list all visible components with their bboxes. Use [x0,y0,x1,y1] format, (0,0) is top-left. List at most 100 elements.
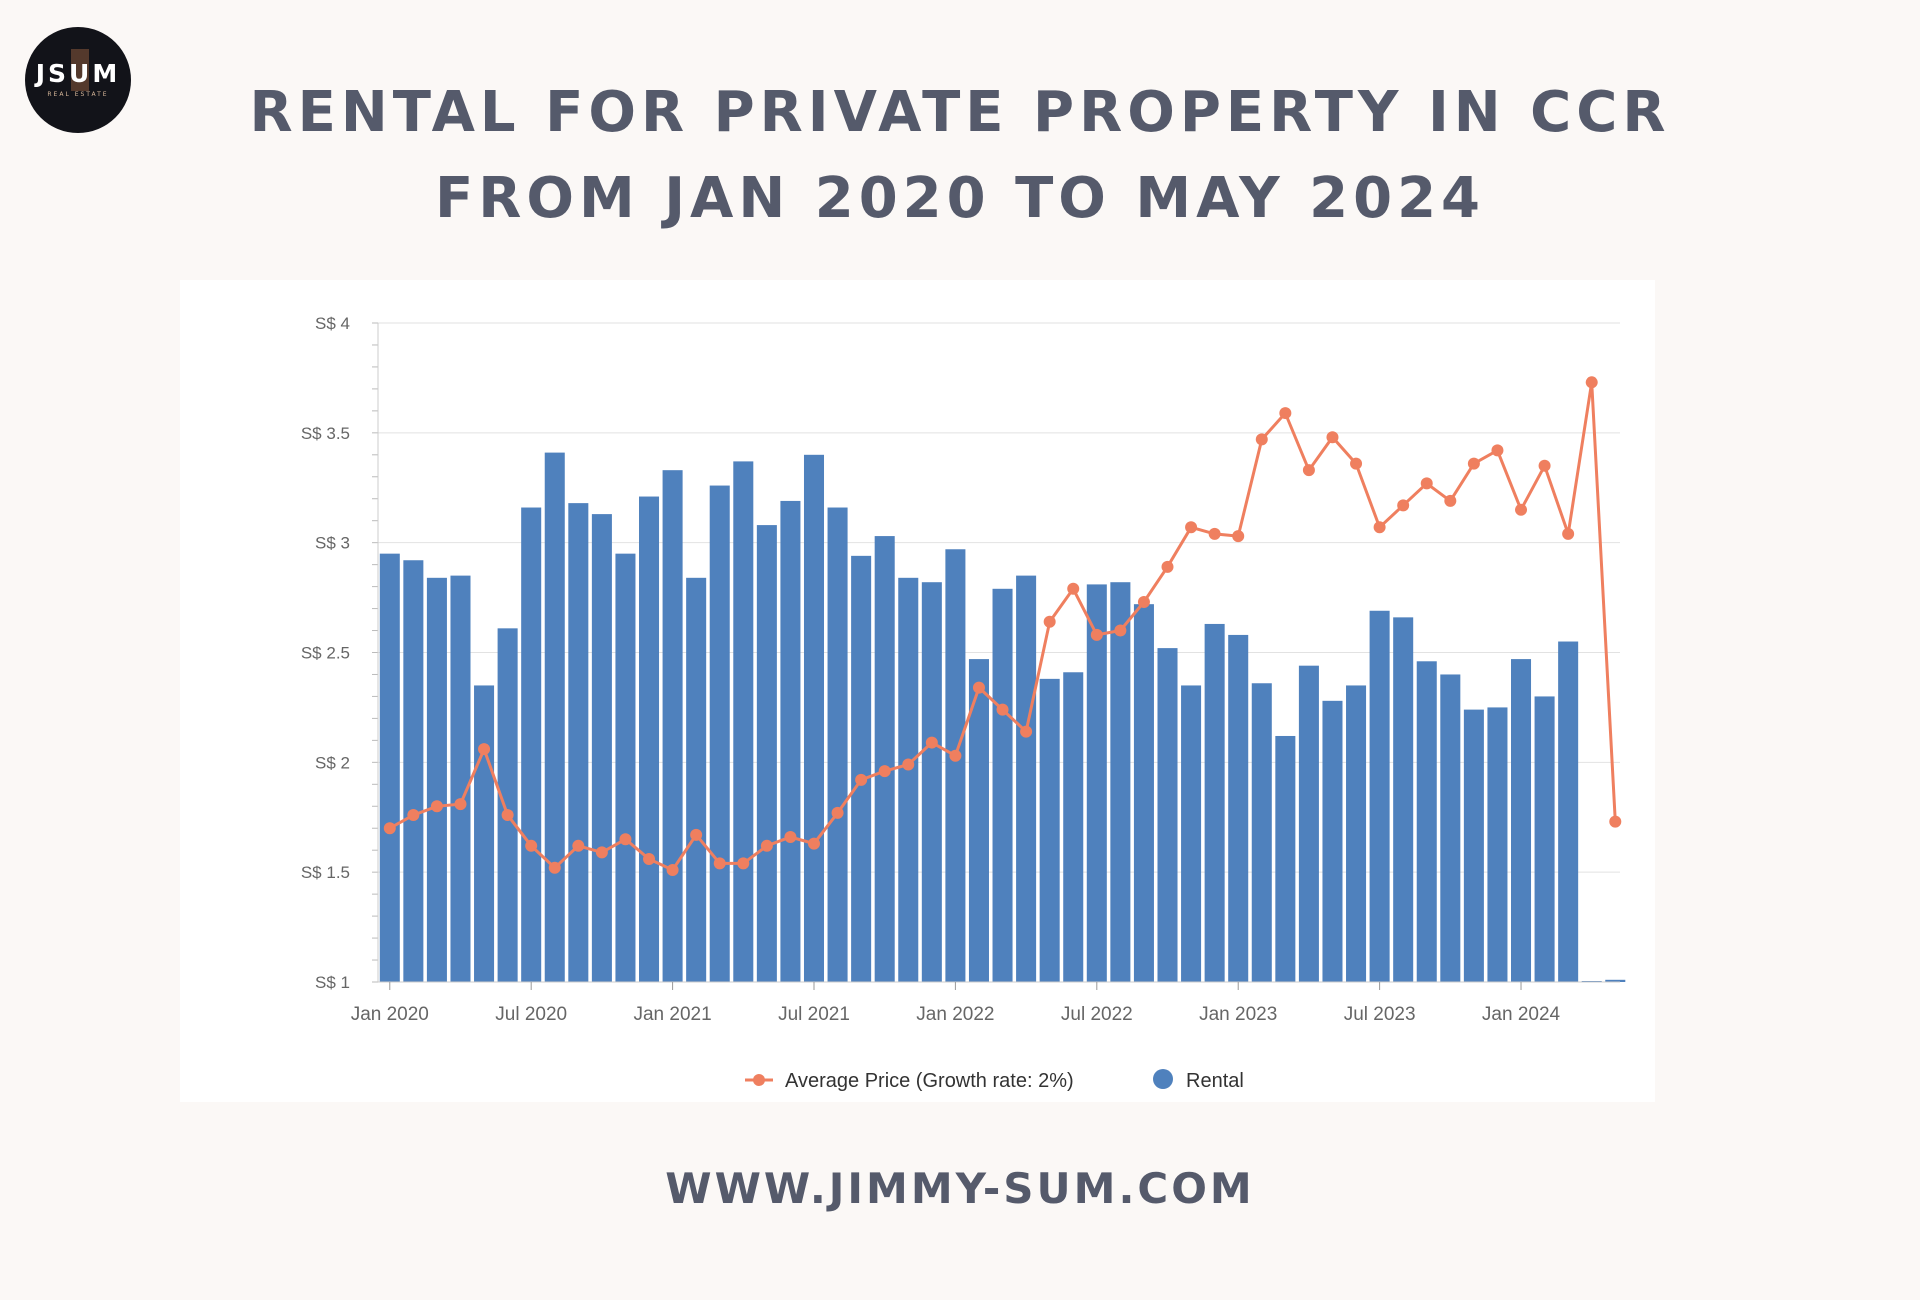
average-price-point [690,828,703,841]
average-price-point [1090,628,1103,641]
website-url[interactable]: WWW.JIMMY-SUM.COM [665,1164,1255,1213]
average-price-point [1279,407,1292,420]
x-tick-label: Jul 2020 [495,1004,567,1025]
rental-bar [1369,610,1390,982]
average-price-point [1161,560,1174,573]
rental-bar [1534,696,1555,982]
average-price-point [760,839,773,852]
average-price-point [1467,457,1480,470]
y-tick-label: S$ 4 [315,314,350,333]
rental-bar [992,588,1013,982]
rental-bar [497,628,518,982]
average-price-point [1444,494,1457,507]
average-price-point [595,846,608,859]
rental-bar [1181,685,1202,982]
average-price-point [1185,521,1198,534]
x-tick-label: Jan 2023 [1199,1004,1277,1025]
rental-bar [544,452,565,982]
average-price-point [737,857,750,870]
rental-bar [474,685,495,982]
average-price-point [1420,477,1433,490]
rental-bar [1016,575,1037,982]
average-price-point [1302,464,1315,477]
rental-bar [1157,648,1178,982]
average-price-point [1255,433,1268,446]
rental-bar [1440,674,1461,982]
rental-bar [1322,700,1343,982]
average-price-point [784,831,797,844]
average-price-point [1397,499,1410,512]
x-tick-label: Jan 2020 [351,1004,429,1025]
y-tick-label: S$ 1.5 [301,863,350,882]
rental-bar [756,525,777,982]
rental-bar [733,461,754,982]
rental-bar [803,454,825,982]
y-tick-label: S$ 3.5 [301,424,350,443]
average-price-point [1137,595,1150,608]
average-price-point [1067,582,1080,595]
rental-bar [921,582,942,982]
logo-subtext: REAL ESTATE [47,91,109,98]
rental-bar [780,500,801,982]
x-tick-label: Jul 2021 [778,1004,850,1025]
average-price-point [619,833,632,846]
chart-panel: S$ 1 S$ 1.5 S$ 2 S$ 2.5 S$ 3 S$ 3.5 S$ 4 Jan 20… [180,280,1655,1102]
average-price-point [572,839,585,852]
rental-bar [568,503,589,982]
average-price-point [878,765,891,778]
legend-rental-icon [1153,1069,1173,1089]
rental-bar [851,555,872,982]
rental-bar [1463,709,1484,982]
rental-bar [615,553,636,982]
average-price-point [1350,457,1363,470]
average-price-point [1491,444,1504,457]
rental-bar [1251,683,1272,982]
x-tick-label: Jul 2023 [1344,1004,1416,1025]
rental-bar [709,485,730,982]
average-price-point [1373,521,1386,534]
rental-bar [1204,623,1225,982]
rental-bar [1275,735,1296,982]
rental-bar [426,577,447,982]
rental-bar [1228,634,1249,982]
average-price-point [525,839,538,852]
rental-bar [591,514,612,982]
y-tick-label: S$ 1 [315,973,350,992]
x-tick-label: Jan 2021 [633,1004,711,1025]
average-price-point [1020,725,1033,738]
rental-bar [662,470,683,982]
rental-bar [945,549,966,982]
legend-rental: Rental [1186,1070,1244,1092]
y-tick-label: S$ 2.5 [301,644,350,663]
y-tick-label: S$ 3 [315,534,350,553]
average-price-point [949,749,962,762]
average-price-point [478,743,491,756]
average-price-point [501,809,514,822]
rental-bar [1487,707,1508,982]
rental-bar [827,507,848,982]
y-tick-label: S$ 2 [315,753,350,772]
page-title-line2: FROM JAN 2020 TO MAY 2024 [434,166,1485,231]
average-price-point [1232,530,1245,543]
average-price-point [996,703,1009,716]
rental-bar [1346,685,1367,982]
x-tick-label: Jan 2024 [1482,1004,1561,1025]
rental-bar [1298,665,1319,982]
average-price-point [548,861,561,874]
legend-average-price: Average Price (Growth rate: 2%) [785,1070,1074,1092]
rental-bar [639,496,660,982]
average-price-point [855,773,868,786]
average-price-point [1609,815,1622,828]
average-price-point [1043,615,1056,628]
logo-text: JSUM [35,59,121,88]
average-price-point [902,758,915,771]
rental-bar [968,659,989,982]
average-price-point [430,800,443,813]
rental-bar [450,575,471,982]
rental-bar [1558,641,1579,982]
average-price-point [972,681,985,694]
rental-bar [521,507,542,982]
rental-bar [1133,604,1154,982]
x-tick-label: Jan 2022 [916,1004,994,1025]
rental-bar [686,577,707,982]
